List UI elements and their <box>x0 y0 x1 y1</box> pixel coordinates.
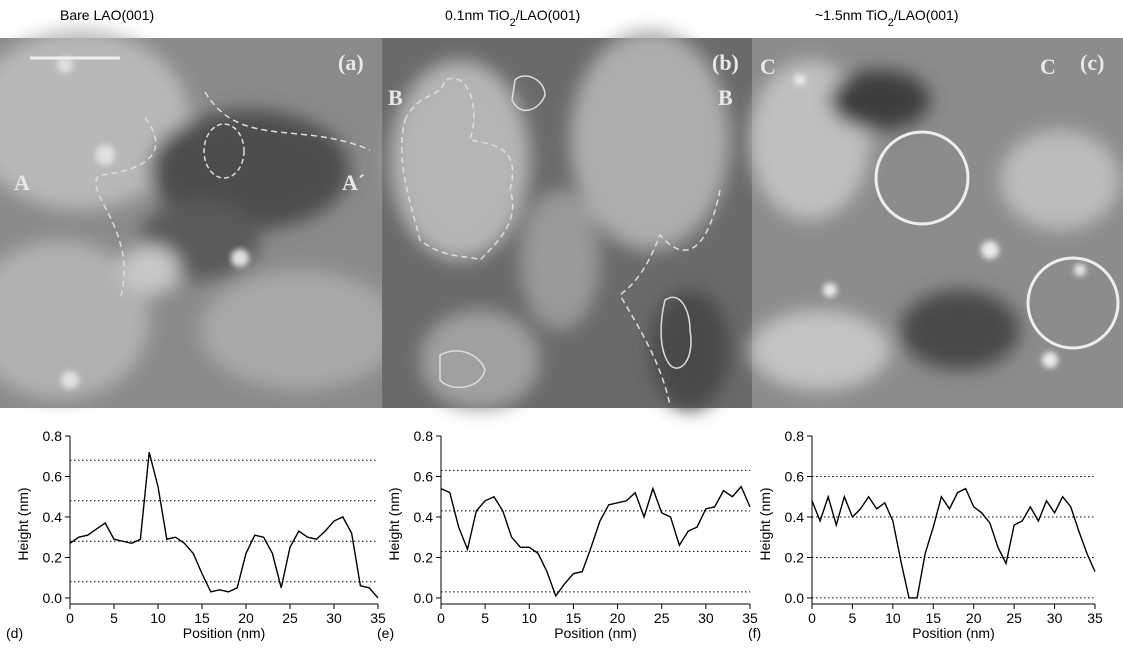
x-tick-label: 30 <box>1047 610 1063 626</box>
image-marker: B <box>718 85 733 110</box>
y-axis-label: Height (nm) <box>757 487 773 560</box>
image-marker: A <box>14 170 30 195</box>
y-tick-label: 0.0 <box>785 590 805 606</box>
x-tick-label: 10 <box>150 610 166 626</box>
x-axis-label: Position (nm) <box>912 625 994 641</box>
stm-image-c <box>750 38 1123 408</box>
x-tick-label: 25 <box>654 610 670 626</box>
y-tick-label: 0.4 <box>414 509 434 525</box>
x-tick-label: 0 <box>437 610 445 626</box>
panel-label: (d) <box>6 625 23 641</box>
x-tick-label: 30 <box>698 610 714 626</box>
x-tick-label: 15 <box>566 610 582 626</box>
profile-line <box>440 485 751 598</box>
title-part: 2 <box>510 17 516 29</box>
title-part: Bare LAO(001) <box>60 7 154 23</box>
image-tag: (c) <box>1080 50 1104 75</box>
y-tick-label: 0.8 <box>43 428 63 444</box>
y-tick-label: 0.8 <box>414 428 434 444</box>
x-tick-label: 5 <box>481 610 489 626</box>
x-tick-label: 35 <box>742 610 758 626</box>
x-tick-label: 20 <box>238 610 254 626</box>
x-tick-label: 25 <box>282 610 298 626</box>
image-marker: C <box>760 54 776 79</box>
x-tick-label: 10 <box>521 610 537 626</box>
image-tag: (b) <box>712 50 739 75</box>
y-tick-label: 0.0 <box>43 590 63 606</box>
image-marker: C <box>1040 54 1056 79</box>
y-tick-label: 0.4 <box>785 509 805 525</box>
panel-title: Bare LAO(001) <box>60 7 154 23</box>
x-tick-label: 15 <box>925 610 941 626</box>
y-tick-label: 0.8 <box>785 428 805 444</box>
x-tick-label: 5 <box>849 610 857 626</box>
x-tick-label: 20 <box>966 610 982 626</box>
y-axis-label: Height (nm) <box>386 487 402 560</box>
title-part: /LAO(001) <box>516 7 581 23</box>
profile-line <box>69 452 379 599</box>
x-tick-label: 10 <box>885 610 901 626</box>
y-tick-label: 0.2 <box>785 549 805 565</box>
x-tick-label: 35 <box>1087 610 1103 626</box>
panel-title: 0.1nm TiO2/LAO(001) <box>445 7 580 29</box>
x-tick-label: 25 <box>1006 610 1022 626</box>
y-tick-label: 0.6 <box>414 468 434 484</box>
x-tick-label: 20 <box>610 610 626 626</box>
x-axis-label: Position (nm) <box>183 625 265 641</box>
stm-image-a <box>0 30 400 408</box>
x-axis-label: Position (nm) <box>554 625 636 641</box>
title-part: 0.1nm TiO <box>445 7 510 23</box>
x-tick-label: 30 <box>326 610 342 626</box>
image-marker: A´ <box>342 170 365 195</box>
y-tick-label: 0.2 <box>43 549 63 565</box>
y-tick-label: 0.4 <box>43 509 63 525</box>
x-tick-label: 5 <box>110 610 118 626</box>
profile-line <box>811 487 1096 599</box>
x-tick-label: 15 <box>194 610 210 626</box>
y-tick-label: 0.0 <box>414 590 434 606</box>
y-tick-label: 0.6 <box>785 468 805 484</box>
panel-title: ~1.5nm TiO2/LAO(001) <box>815 7 958 29</box>
title-part: /LAO(001) <box>894 7 959 23</box>
panel-label: (e) <box>377 625 394 641</box>
y-axis-label: Height (nm) <box>15 487 31 560</box>
stm-image-b <box>382 30 752 410</box>
panel-label: (f) <box>748 625 761 641</box>
y-tick-label: 0.2 <box>414 549 434 565</box>
x-tick-label: 0 <box>66 610 74 626</box>
x-tick-label: 35 <box>370 610 386 626</box>
y-tick-label: 0.6 <box>43 468 63 484</box>
x-tick-label: 0 <box>808 610 816 626</box>
image-marker: B <box>388 85 403 110</box>
image-tag: (a) <box>338 50 364 75</box>
title-part: 2 <box>888 17 894 29</box>
title-part: ~1.5nm TiO <box>815 7 888 23</box>
